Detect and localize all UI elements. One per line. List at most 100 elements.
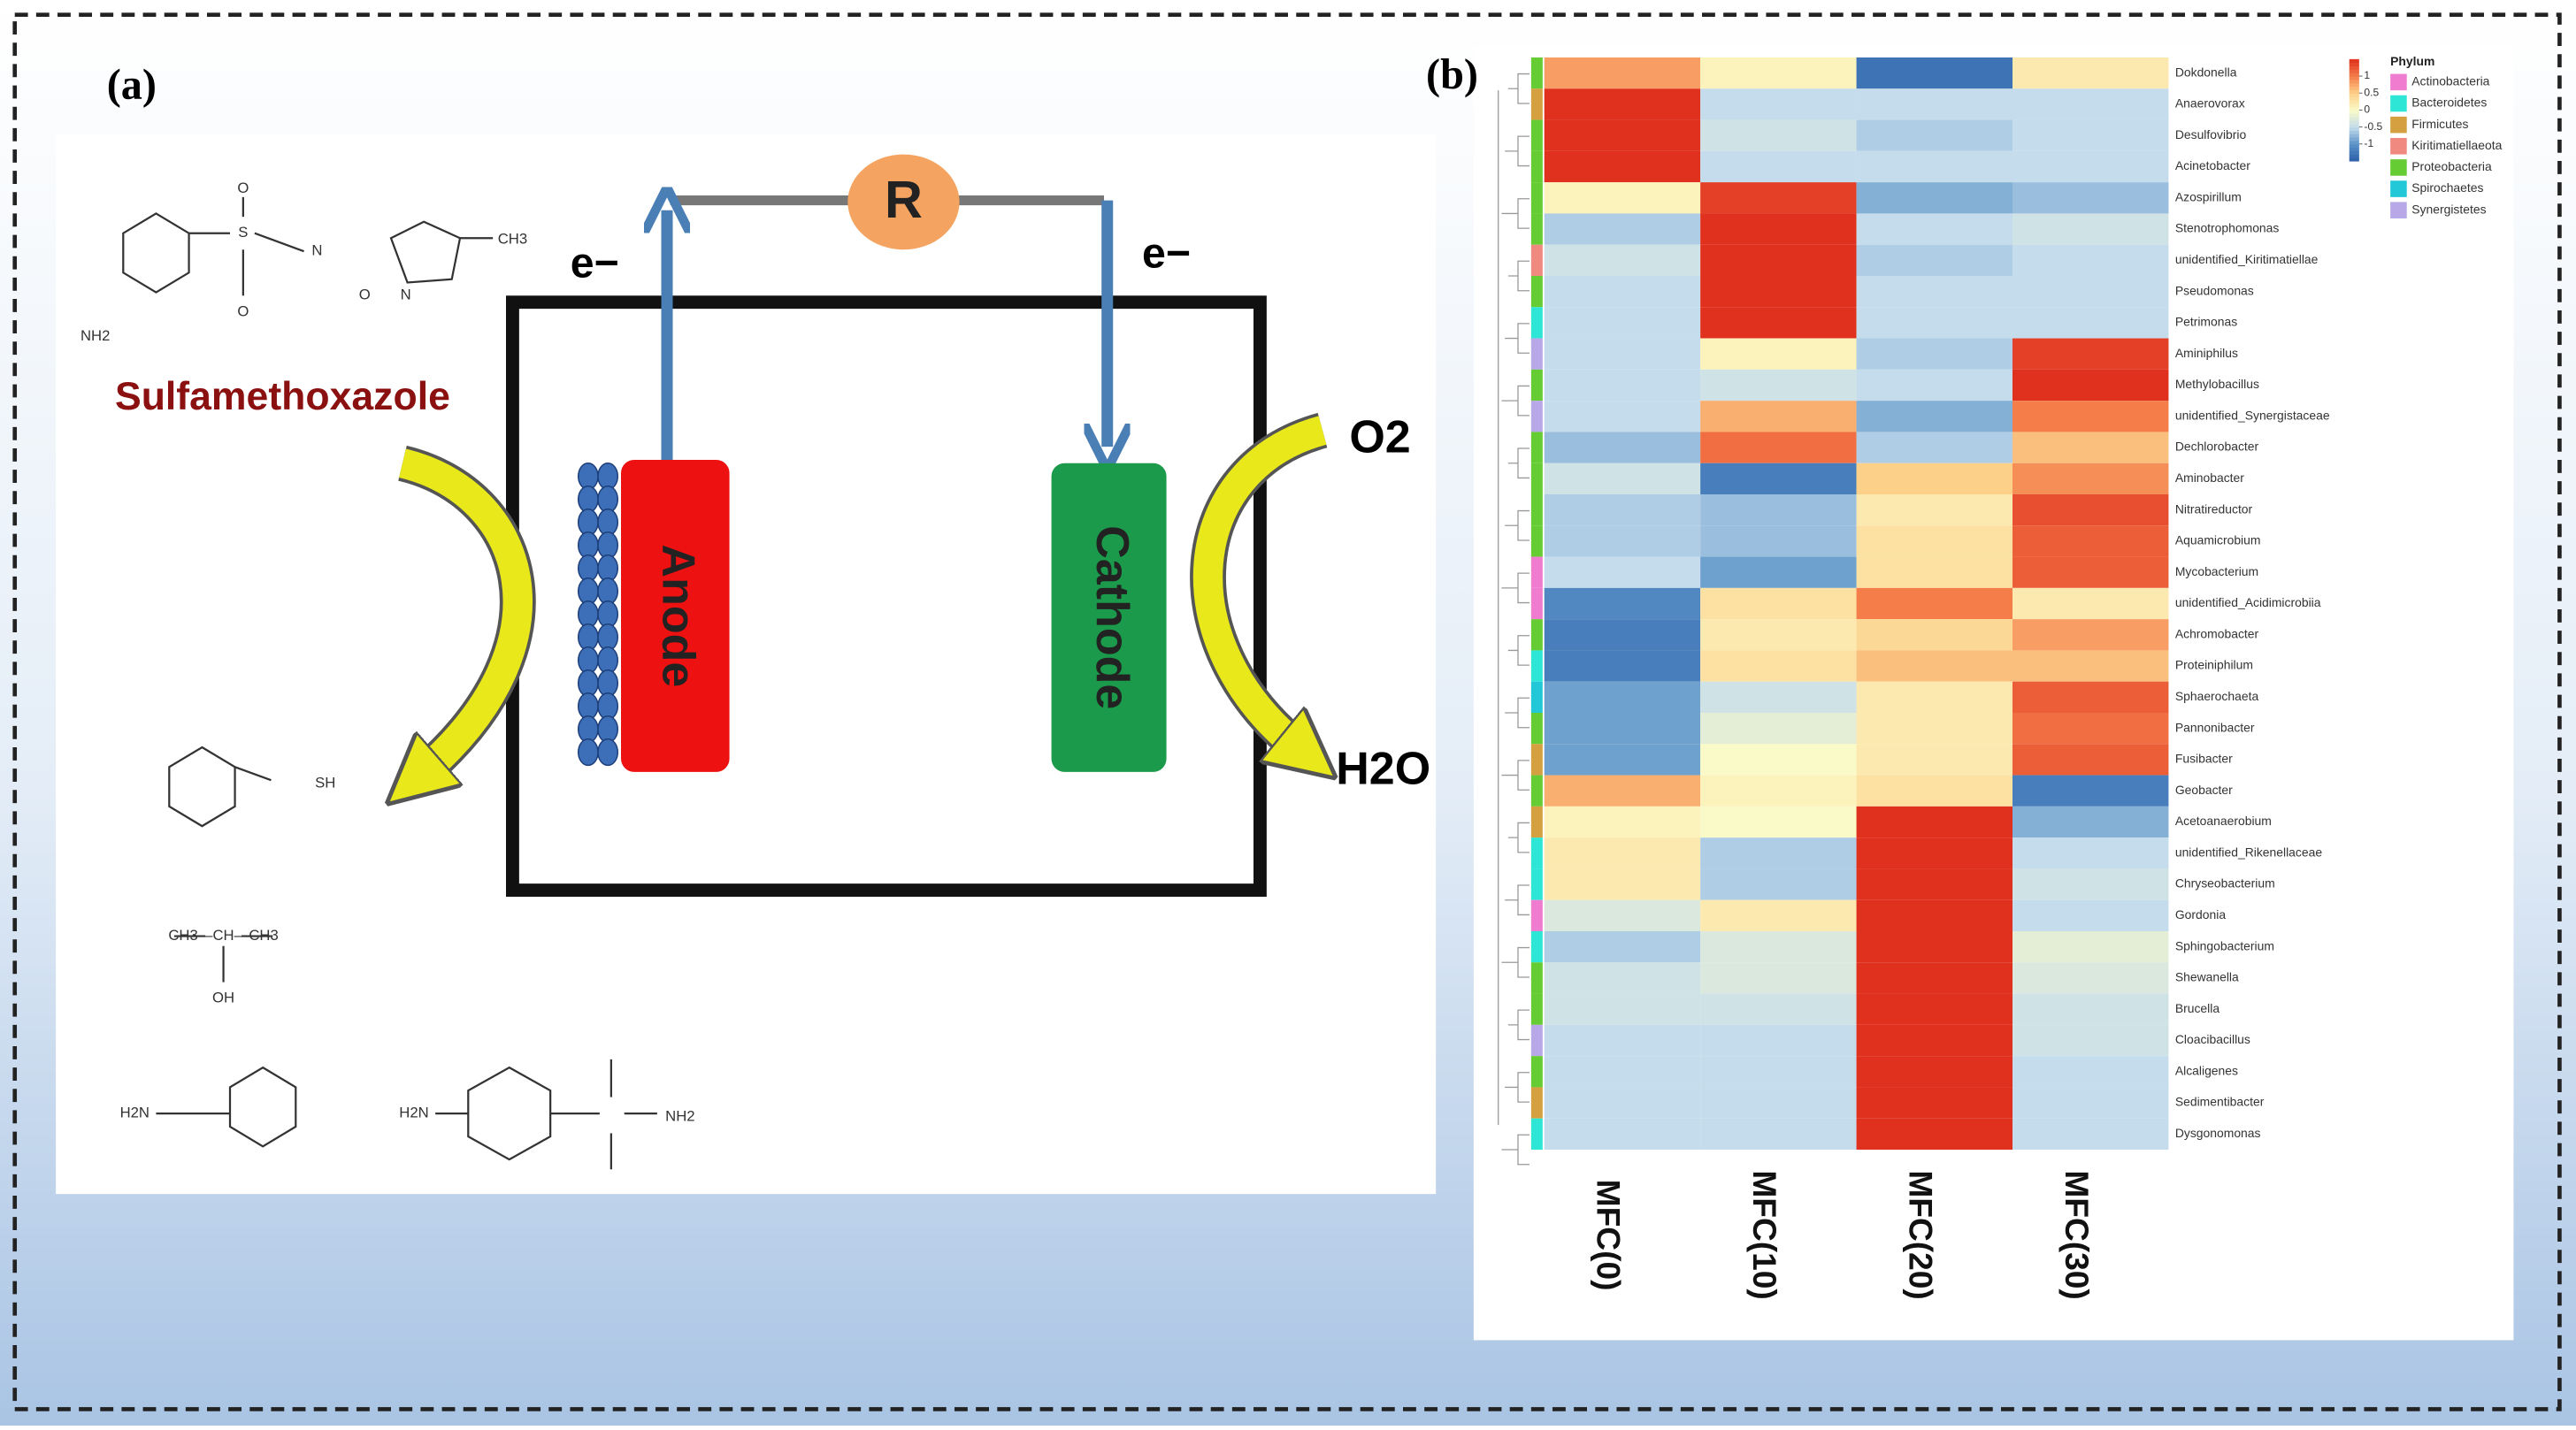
phylum-strip bbox=[1530, 556, 1543, 588]
heatmap-cell bbox=[2012, 494, 2169, 526]
structure-label: N bbox=[401, 287, 411, 303]
structure-label: CH3—CH—CH3 bbox=[168, 927, 278, 944]
heatmap-cell bbox=[1544, 993, 1701, 1025]
row-label: Pseudomonas bbox=[2175, 283, 2254, 297]
microbe bbox=[597, 554, 619, 583]
dendrogram bbox=[1505, 135, 1530, 167]
heatmap-cell bbox=[2012, 806, 2169, 838]
colorbar-segment bbox=[2349, 123, 2359, 128]
heatmap-cell bbox=[1856, 401, 2012, 432]
row-label: Aquamicrobium bbox=[2175, 533, 2261, 547]
heatmap-cell bbox=[1856, 993, 2012, 1025]
row-label: Dokdonella bbox=[2175, 65, 2237, 79]
heatmap-cell bbox=[2012, 587, 2169, 620]
heatmap-cell bbox=[1700, 244, 1857, 276]
heatmap-cell bbox=[1700, 1024, 1857, 1057]
row-label: unidentified_Acidimicrobiia bbox=[2175, 595, 2321, 609]
heatmap-cell bbox=[2012, 463, 2169, 494]
colorbar-segment bbox=[2349, 113, 2359, 118]
heatmap-cell bbox=[1544, 1118, 1701, 1150]
microbe bbox=[577, 692, 599, 721]
colorbar-tick-label: 0.5 bbox=[2364, 86, 2379, 98]
heatmap-cell bbox=[1856, 806, 2012, 838]
microbe bbox=[597, 508, 619, 537]
colorbar-segment bbox=[2349, 89, 2359, 94]
border bbox=[12, 12, 2562, 1411]
phylum-strip bbox=[1530, 899, 1543, 931]
colorbar-segment bbox=[2349, 140, 2359, 145]
dendrogram bbox=[1501, 572, 1530, 604]
phylum-strip bbox=[1530, 1056, 1543, 1088]
structure-label: NH2 bbox=[665, 1107, 694, 1124]
heatmap-cell bbox=[1700, 837, 1857, 869]
heatmap-cell bbox=[2012, 401, 2169, 432]
heatmap-cell bbox=[1700, 307, 1857, 339]
heatmap-cell bbox=[1856, 899, 2012, 931]
row-label: Acinetobacter bbox=[2175, 158, 2250, 172]
microbe bbox=[577, 738, 599, 767]
row-label: Stenotrophomonas bbox=[2175, 221, 2280, 235]
heatmap-cell bbox=[2012, 744, 2169, 776]
phylum-strip bbox=[1530, 338, 1543, 370]
heatmap-cell bbox=[1544, 1024, 1701, 1057]
dendrogram bbox=[1501, 198, 1530, 229]
reaction-arrow bbox=[1192, 416, 1322, 747]
column-label: MFC(30) bbox=[2058, 1170, 2096, 1299]
structure-label: O bbox=[237, 180, 249, 196]
heatmap-cell bbox=[1856, 619, 2012, 651]
phylum-strip bbox=[1530, 57, 1543, 89]
microbe bbox=[597, 485, 619, 514]
heatmap-cell bbox=[1856, 276, 2012, 308]
phylum-strip bbox=[1530, 931, 1543, 963]
heatmap-cell bbox=[2012, 837, 2169, 869]
colorbar-tick-label: 0 bbox=[2364, 103, 2370, 116]
heatmap-cell bbox=[1700, 88, 1857, 120]
colorbar-segment bbox=[2349, 82, 2359, 88]
microbe bbox=[577, 531, 599, 560]
microbe bbox=[597, 692, 619, 721]
panel-label: (b) bbox=[1426, 51, 1478, 98]
heatmap-cell bbox=[1544, 713, 1701, 745]
microbe bbox=[577, 577, 599, 606]
microbe bbox=[577, 623, 599, 652]
column-label: MFC(20) bbox=[1902, 1170, 1939, 1299]
microbe bbox=[577, 485, 599, 514]
microbe bbox=[577, 508, 599, 537]
heatmap-cell bbox=[2012, 993, 2169, 1025]
legend-swatch bbox=[2390, 138, 2407, 155]
phylum-strip bbox=[1530, 962, 1543, 994]
row-label: Mycobacterium bbox=[2175, 564, 2258, 578]
dendrogram bbox=[1501, 1134, 1530, 1166]
heatmap-cell bbox=[1700, 119, 1857, 151]
heatmap-cell bbox=[1856, 775, 2012, 807]
heatmap-cell bbox=[1856, 463, 2012, 494]
heatmap-cell bbox=[1700, 993, 1857, 1025]
heatmap-cell bbox=[1856, 1118, 2012, 1150]
heatmap-cell bbox=[1700, 962, 1857, 994]
heatmap-cell bbox=[2012, 1024, 2169, 1057]
phylum-strip bbox=[1530, 119, 1543, 151]
column-label: MFC(0) bbox=[1591, 1180, 1628, 1291]
resistor-label: R bbox=[885, 170, 923, 229]
heatmap-cell bbox=[1544, 962, 1701, 994]
colorbar-segment bbox=[2349, 86, 2359, 90]
heatmap-cell bbox=[2012, 244, 2169, 276]
heatmap-cell bbox=[1700, 556, 1857, 588]
heatmap-cell bbox=[1544, 182, 1701, 214]
heatmap-cell bbox=[2012, 525, 2169, 557]
dendrogram bbox=[1505, 509, 1530, 541]
row-label: Brucella bbox=[2175, 1001, 2220, 1015]
heatmap-cell bbox=[1856, 432, 2012, 463]
colorbar-segment bbox=[2349, 130, 2359, 134]
row-label: Alcaligenes bbox=[2175, 1063, 2238, 1077]
colorbar-segment bbox=[2349, 119, 2359, 125]
phylum-strip bbox=[1530, 775, 1543, 807]
phylum-strip bbox=[1530, 463, 1543, 494]
row-label: Shewanella bbox=[2175, 970, 2239, 984]
heatmap-cell bbox=[1544, 1056, 1701, 1088]
heatmap-cell bbox=[1700, 650, 1857, 682]
microbe bbox=[577, 600, 599, 629]
colorbar-segment bbox=[2349, 62, 2359, 67]
heatmap-cell bbox=[2012, 775, 2169, 807]
